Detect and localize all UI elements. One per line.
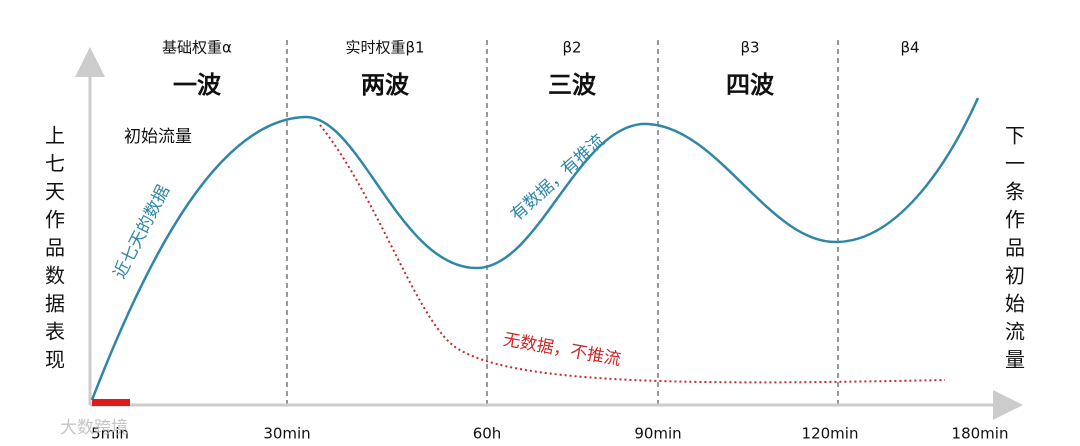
start-marker (92, 399, 130, 406)
right-axis-label: 下一条作品初始流量 (1002, 125, 1026, 377)
section-wave: 一波 (173, 71, 222, 99)
no-data-curve (319, 124, 946, 384)
section-wave: 四波 (726, 71, 775, 99)
section-wave: 三波 (548, 71, 597, 99)
section-weight: β2 (562, 39, 581, 57)
section-weight: 基础权重α (162, 39, 232, 57)
left-axis-label: 上七天作品数据表现 (42, 125, 66, 377)
traffic-curve (90, 97, 980, 401)
curve-label: 无数据，不推流 (502, 330, 623, 370)
curve-label: 近七天的数据 (110, 182, 174, 282)
section-dividers (286, 40, 839, 405)
section-weight: β3 (740, 39, 759, 57)
section-weight: β4 (900, 39, 919, 57)
x-label: 60h (473, 425, 502, 443)
x-label: 5min (91, 425, 129, 443)
section-weight: 实时权重β1 (345, 39, 424, 57)
section-wave: 两波 (361, 71, 410, 99)
initial-traffic: 初始流量 (124, 127, 192, 147)
x-label: 30min (263, 425, 310, 443)
x-label: 180min (952, 425, 1009, 443)
curve-label: 有数据，有推流 (507, 131, 609, 225)
x-label: 120min (802, 425, 859, 443)
x-label: 90min (634, 425, 681, 443)
watermark: 大数跨境 (60, 418, 128, 438)
